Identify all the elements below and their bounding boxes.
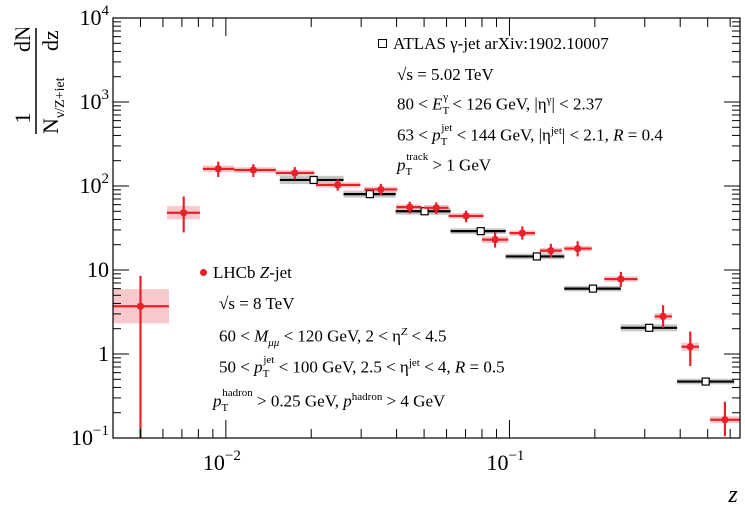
y-label-n-subscript: γ/Z+jet [53, 77, 64, 119]
lhcb-data-point [180, 209, 188, 217]
lhcb-sqrt-s: √s = 8 TeV [219, 294, 295, 313]
lhcb-data-point [432, 204, 440, 212]
lhcb-legend-entry: LHCb Z-jet [200, 264, 292, 281]
lhcb-dimuon-mass-cut: 60 < Mμμ < 120 GeV, 2 < ηZ < 4.5 [219, 326, 447, 350]
y-label-dn: dN [10, 28, 35, 52]
systematic-band-layer [113, 165, 740, 424]
lhcb-data-point [462, 212, 470, 220]
atlas-data-point [365, 190, 374, 199]
x-tick-label: 10−1 [486, 448, 524, 475]
y-tick-label: 10 [87, 257, 109, 282]
lhcb-data-point [406, 203, 414, 211]
atlas-photon-et-cut: 80 < ETγ < 126 GeV, |ηγ| < 2.37 [397, 91, 603, 118]
x-tick-label: 10−2 [203, 448, 241, 475]
lhcb-data-point [491, 236, 499, 244]
x-axis-label: z [727, 482, 738, 508]
y-label-dz: dz [38, 30, 63, 51]
lhcb-data-point [291, 169, 299, 177]
lhcb-data-point [617, 275, 625, 283]
axes-layer: 10−1 1 10 102 103 104 10−2 10−1 [71, 3, 741, 475]
atlas-sqrt-s: √s = 5.02 TeV [397, 65, 494, 84]
atlas-legend-label: ATLAS γ-jet arXiv:1902.10007 [393, 34, 609, 53]
lhcb-data-point [547, 247, 555, 255]
lhcb-data-point [659, 312, 667, 321]
lhcb-data-point [686, 343, 694, 351]
atlas-data-point [701, 377, 710, 386]
filled-circle-marker-icon [200, 268, 207, 276]
atlas-track-pt-cut: pTtrack > 1 GeV [397, 151, 492, 179]
lhcb-hadron-pt-cut: pThadron > 0.25 GeV, phadron > 4 GeV [213, 387, 446, 415]
lhcb-data-point [214, 165, 222, 173]
y-tick-label: 10−1 [71, 423, 109, 450]
lhcb-data-point [334, 181, 342, 189]
y-label-n: N [38, 118, 63, 134]
y-tick-label: 1 [98, 341, 109, 366]
y-axis-label: 1 N γ/Z+jet dN dz [4, 25, 68, 138]
atlas-jet-pt-cut: 63 < pTjet < 144 GeV, |ηjet| < 2.1, R = … [397, 122, 663, 149]
atlas-data-point [588, 284, 598, 293]
atlas-legend-entry: ATLAS γ-jet arXiv:1902.10007 [378, 35, 609, 52]
y-label-one: 1 [10, 113, 35, 124]
lhcb-data-point [377, 185, 385, 194]
lhcb-data-point [721, 416, 729, 424]
lhcb-data-point [249, 166, 257, 174]
lhcb-data-point [574, 244, 582, 253]
y-tick-label: 102 [80, 171, 110, 198]
y-tick-label: 103 [80, 87, 110, 114]
atlas-data-point [309, 175, 318, 185]
lhcb-jet-pt-cut: 50 < pTjet < 100 GeV, 2.5 < ηjet < 4, R … [219, 354, 505, 381]
atlas-data-point [476, 227, 485, 236]
y-tick-label: 104 [80, 3, 110, 30]
data-point-layer [113, 161, 740, 438]
atlas-sqrt-s-value: = 5.02 TeV [417, 65, 494, 84]
open-square-marker-icon [378, 38, 387, 48]
lhcb-data-point [136, 302, 145, 310]
lhcb-sqrt-s-value: = 8 TeV [239, 294, 295, 313]
lhcb-data-point [518, 229, 526, 237]
atlas-data-point [532, 252, 542, 261]
plot-frame [112, 17, 741, 439]
atlas-data-point [645, 323, 654, 332]
